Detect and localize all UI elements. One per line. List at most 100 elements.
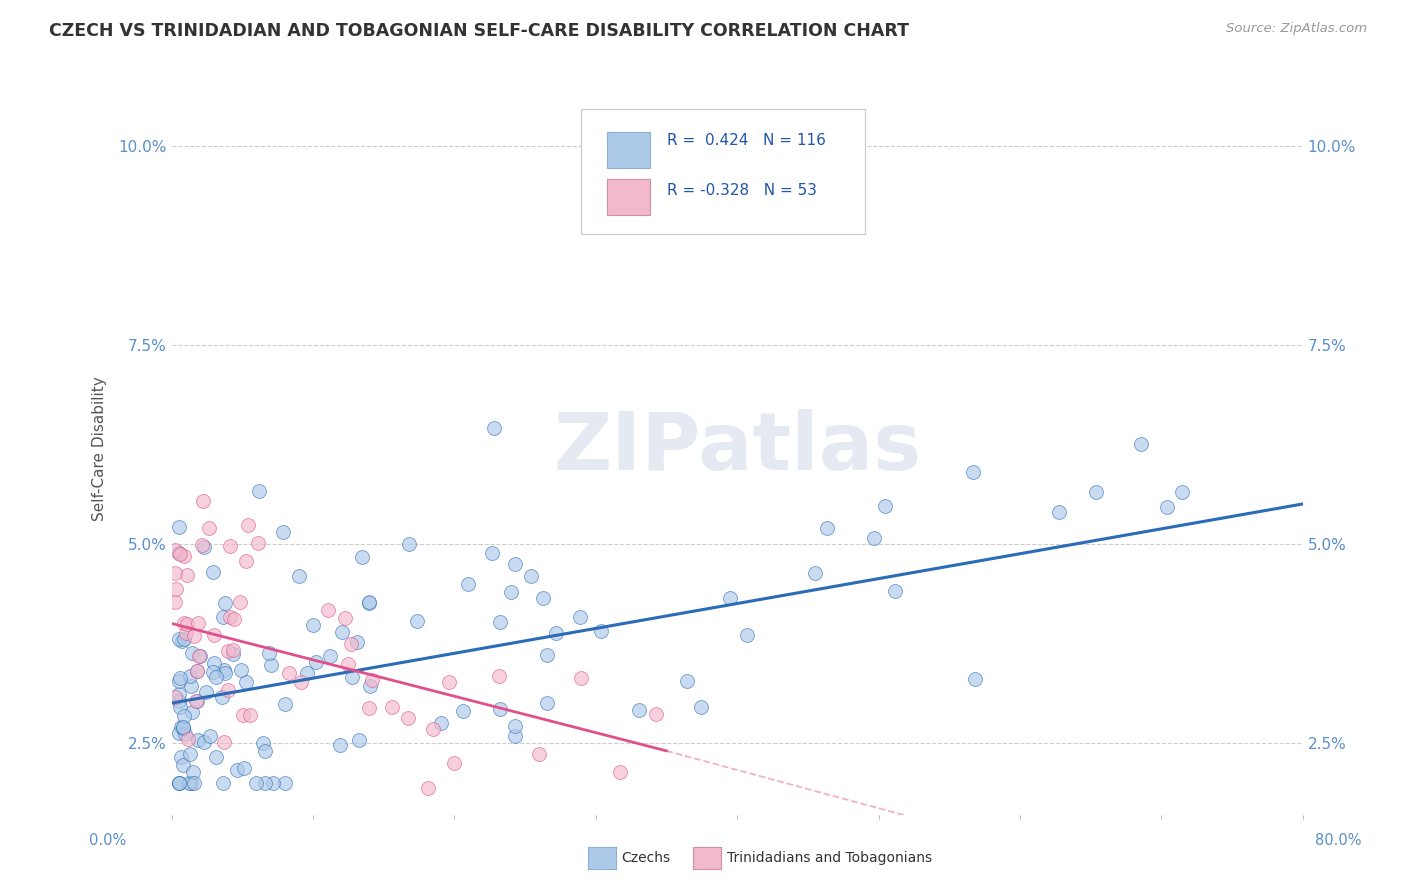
Point <box>193 493 215 508</box>
Point <box>349 733 371 747</box>
Point <box>172 634 194 648</box>
Point <box>422 722 444 736</box>
Point <box>186 664 208 678</box>
Point <box>200 729 222 743</box>
Point <box>167 726 190 740</box>
Point <box>202 657 225 671</box>
Point <box>202 565 225 579</box>
Point <box>188 649 211 664</box>
Point <box>568 610 591 624</box>
Text: 0.0%: 0.0% <box>89 833 125 847</box>
Text: CZECH VS TRINIDADIAN AND TOBAGONIAN SELF-CARE DISABILITY CORRELATION CHART: CZECH VS TRINIDADIAN AND TOBAGONIAN SELF… <box>49 22 910 40</box>
Point <box>262 775 284 789</box>
Point <box>236 518 259 533</box>
Point <box>488 669 510 683</box>
Point <box>193 735 215 749</box>
Point <box>214 665 236 680</box>
Point <box>254 775 277 789</box>
Y-axis label: Self-Care Disability: Self-Care Disability <box>93 376 107 521</box>
Point <box>481 546 503 560</box>
Text: ZIPatlas: ZIPatlas <box>553 409 921 487</box>
Point <box>193 540 215 554</box>
Point <box>1156 500 1178 514</box>
Point <box>863 531 886 545</box>
Point <box>163 594 186 608</box>
Point <box>170 721 193 735</box>
Point <box>205 670 228 684</box>
Point <box>290 675 312 690</box>
Point <box>437 675 460 690</box>
Point <box>416 780 439 795</box>
Point <box>214 595 236 609</box>
Text: R =  0.424   N = 116: R = 0.424 N = 116 <box>666 133 825 148</box>
Point <box>247 535 270 549</box>
Point <box>443 756 465 771</box>
Point <box>396 711 419 725</box>
Point <box>183 775 205 789</box>
Point <box>211 690 233 704</box>
Point <box>167 546 190 560</box>
Point <box>381 699 404 714</box>
FancyBboxPatch shape <box>607 178 650 215</box>
Point <box>181 705 204 719</box>
Point <box>288 569 311 583</box>
Point <box>222 643 245 657</box>
Point <box>1047 505 1070 519</box>
Point <box>536 696 558 710</box>
Point <box>609 765 631 780</box>
Point <box>273 697 295 711</box>
Point <box>217 644 239 658</box>
Point <box>180 679 202 693</box>
Point <box>204 628 226 642</box>
Point <box>222 612 245 626</box>
Point <box>212 775 235 789</box>
Point <box>169 547 191 561</box>
Point <box>429 715 451 730</box>
Point <box>278 666 301 681</box>
Point <box>167 775 190 789</box>
Point <box>457 577 479 591</box>
Point <box>172 758 194 772</box>
Point <box>544 625 567 640</box>
Point <box>804 566 827 581</box>
Point <box>569 671 592 685</box>
Point <box>177 731 200 746</box>
Point <box>357 595 380 609</box>
Point <box>217 682 239 697</box>
Text: Czechs: Czechs <box>621 851 671 865</box>
Point <box>181 646 204 660</box>
Point <box>489 702 512 716</box>
Point <box>177 775 200 789</box>
FancyBboxPatch shape <box>581 109 865 235</box>
Point <box>503 719 526 733</box>
Point <box>962 466 984 480</box>
Point <box>337 657 360 672</box>
Point <box>247 484 270 499</box>
Point <box>451 704 474 718</box>
Point <box>187 615 209 630</box>
Point <box>501 585 523 599</box>
Point <box>165 690 187 704</box>
Point <box>503 729 526 743</box>
Text: R = -0.328   N = 53: R = -0.328 N = 53 <box>666 183 817 198</box>
Point <box>225 763 247 777</box>
Point <box>219 610 242 624</box>
FancyBboxPatch shape <box>607 132 650 169</box>
Point <box>170 750 193 764</box>
Point <box>1085 484 1108 499</box>
Point <box>232 708 254 723</box>
Point <box>235 554 257 568</box>
Point <box>484 421 506 435</box>
Point <box>815 521 838 535</box>
Point <box>169 671 191 685</box>
Point <box>186 693 208 707</box>
Point <box>173 549 195 563</box>
Text: Trinidadians and Tobagonians: Trinidadians and Tobagonians <box>727 851 932 865</box>
Point <box>305 656 328 670</box>
Point <box>339 637 361 651</box>
Point <box>239 708 262 723</box>
Point <box>591 624 613 639</box>
Point <box>166 582 188 596</box>
Point <box>181 765 204 780</box>
Point <box>197 521 219 535</box>
